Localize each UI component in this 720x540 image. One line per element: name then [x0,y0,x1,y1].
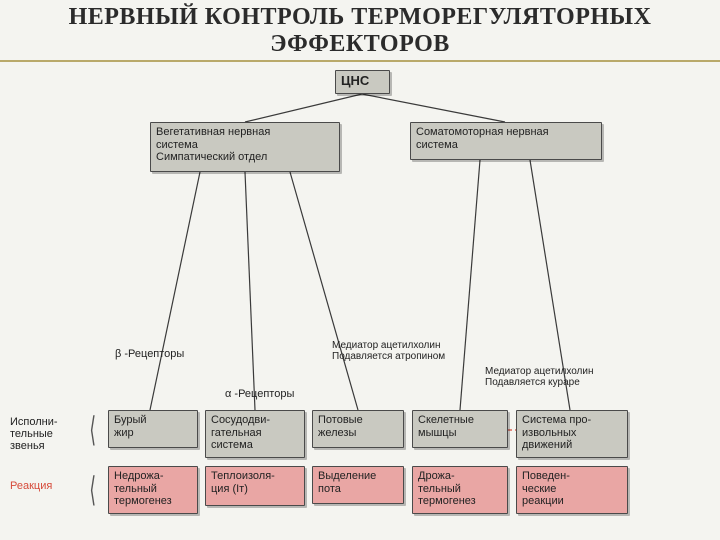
brace-exec: ⟨ [89,410,96,450]
edge-cns-veg [245,94,362,122]
node-e2: Сосудодви-гательнаясистема [205,410,305,458]
node-ach_atr: Медиатор ацетилхолинПодавляется атропино… [332,340,445,362]
node-r4: Дрожа-тельныйтермогенез [412,466,508,514]
title-text: НЕРВНЫЙ КОНТРОЛЬ ТЕРМОРЕГУЛЯТОРНЫХ ЭФФЕК… [69,4,652,57]
brace-react: ⟨ [89,470,96,510]
edge-som-e4 [460,160,480,410]
node-r2: Теплоизоля-ция (Iт) [205,466,305,506]
diagram-root: ЦНС Вегетативная нервнаясистемаСимпатичес… [0,60,720,540]
node-r5: Поведен-ческиереакции [516,466,628,514]
edge-cns-som [362,94,505,122]
node-veg: Вегетативная нервнаясистемаСимпатический… [150,122,340,172]
node-row_react: Реакция [10,480,52,492]
node-ach_cur: Медиатор ацетилхолинПодавляется кураре [485,366,594,388]
node-e4: Скелетныемышцы [412,410,508,448]
node-row_exec: Исполни-тельныезвенья [10,416,58,452]
node-r3: Выделениепота [312,466,404,504]
edge-veg-e2 [245,172,255,410]
node-e3: Потовыежелезы [312,410,404,448]
node-e5: Система про-извольныхдвижений [516,410,628,458]
node-e1: Бурыйжир [108,410,198,448]
edge-veg-e3 [290,172,358,410]
node-alpha: α -Рецепторы [225,388,294,400]
node-cns: ЦНС [335,70,390,94]
node-r1: Недрожа-тельныйтермогенез [108,466,198,514]
node-som: Соматомоторная нервнаясистема [410,122,602,160]
edge-veg-e1 [150,172,200,410]
page-title: НЕРВНЫЙ КОНТРОЛЬ ТЕРМОРЕГУЛЯТОРНЫХ ЭФФЕК… [0,0,720,62]
node-beta: β -Рецепторы [115,348,184,360]
